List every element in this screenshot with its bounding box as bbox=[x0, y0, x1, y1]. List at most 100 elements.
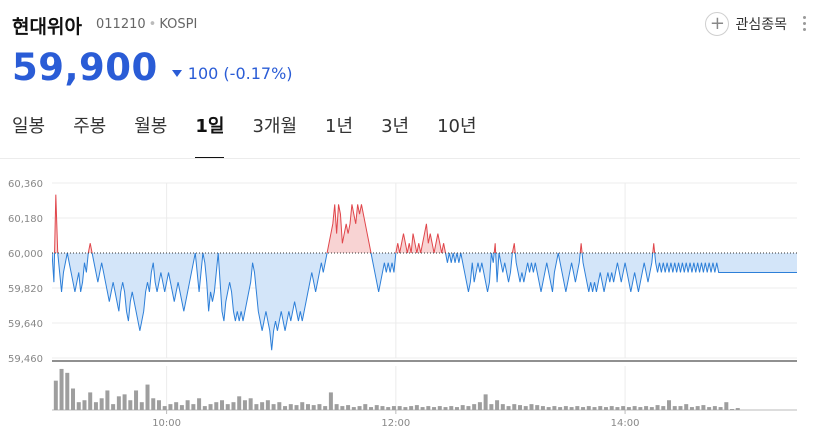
volume-bar bbox=[437, 406, 442, 410]
volume-bar bbox=[678, 406, 683, 410]
volume-bar bbox=[598, 406, 603, 410]
volume-bar bbox=[271, 404, 276, 410]
volume-bar bbox=[661, 406, 666, 410]
volume-bar bbox=[391, 406, 396, 410]
volume-bar bbox=[59, 368, 64, 410]
y-tick-label: 59,640 bbox=[8, 319, 43, 330]
volume-bar bbox=[65, 372, 70, 410]
volume-bar bbox=[116, 396, 121, 410]
volume-bar bbox=[283, 406, 288, 410]
volume-bar bbox=[134, 390, 139, 410]
x-tick-label: 10:00 bbox=[152, 418, 181, 429]
volume-bar bbox=[655, 405, 660, 410]
volume-bar bbox=[581, 407, 586, 410]
volume-bar bbox=[632, 406, 637, 410]
tabs-divider bbox=[0, 158, 800, 159]
tab-10년[interactable]: 10년 bbox=[437, 116, 477, 137]
volume-bar bbox=[695, 406, 700, 410]
volume-bar bbox=[145, 384, 150, 410]
volume-bar bbox=[380, 406, 385, 410]
volume-bar bbox=[414, 405, 419, 410]
volume-bar bbox=[122, 394, 127, 410]
volume-bar bbox=[523, 406, 528, 410]
price-row: 59,900 100 (-0.17%) bbox=[12, 44, 293, 90]
x-tick-label: 12:00 bbox=[381, 418, 410, 429]
volume-bar bbox=[512, 404, 517, 410]
volume-bar bbox=[128, 400, 133, 410]
volume-bar bbox=[649, 407, 654, 410]
volume-bar bbox=[667, 400, 672, 410]
volume-bar bbox=[718, 407, 723, 410]
volume-bar bbox=[535, 405, 540, 410]
volume-bar bbox=[563, 406, 568, 410]
volume-bar bbox=[689, 407, 694, 410]
volume-bar bbox=[575, 406, 580, 410]
volume-bar bbox=[260, 402, 265, 410]
volume-bar bbox=[99, 398, 104, 410]
current-price: 59,900 bbox=[12, 45, 158, 89]
volume-bar bbox=[294, 405, 299, 410]
volume-bar bbox=[483, 394, 488, 410]
volume-bar bbox=[214, 402, 219, 410]
volume-bar bbox=[179, 405, 184, 410]
volume-bar bbox=[357, 406, 362, 410]
volume-bar bbox=[443, 407, 448, 410]
tab-일봉[interactable]: 일봉 bbox=[12, 116, 46, 137]
tab-3개월[interactable]: 3개월 bbox=[252, 116, 298, 137]
volume-bar bbox=[626, 407, 631, 410]
volume-bar bbox=[466, 406, 471, 410]
volume-bar bbox=[701, 405, 706, 410]
volume-bar bbox=[202, 406, 207, 410]
volume-bar bbox=[638, 407, 643, 410]
volume-bar bbox=[495, 400, 500, 410]
stock-name: 현대위아 bbox=[12, 16, 82, 38]
change-amount: 100 bbox=[187, 63, 219, 83]
volume-bar bbox=[162, 406, 167, 410]
volume-bar bbox=[500, 404, 505, 410]
tab-월봉[interactable]: 월봉 bbox=[134, 116, 168, 137]
volume-bar bbox=[558, 407, 563, 410]
watchlist-label: 관심종목 bbox=[735, 17, 787, 33]
volume-bar bbox=[592, 407, 597, 410]
y-tick-label: 60,000 bbox=[8, 249, 43, 260]
volume-bar bbox=[420, 407, 425, 410]
volume-bar bbox=[546, 407, 551, 410]
tab-1년[interactable]: 1년 bbox=[325, 116, 354, 137]
more-vertical-icon[interactable] bbox=[801, 14, 807, 36]
y-tick-label: 60,360 bbox=[8, 179, 43, 190]
volume-bar bbox=[208, 404, 213, 410]
volume-bar bbox=[397, 406, 402, 410]
volume-bar bbox=[712, 406, 717, 410]
volume-bar bbox=[449, 406, 454, 410]
volume-bar bbox=[225, 404, 230, 410]
volume-bar bbox=[111, 404, 116, 410]
separator-dot: • bbox=[148, 17, 157, 32]
volume-bar bbox=[334, 404, 339, 410]
stock-code: 011210 bbox=[96, 17, 146, 32]
volume-bar bbox=[426, 406, 431, 410]
volume-bar bbox=[432, 407, 437, 410]
volume-bar bbox=[265, 400, 270, 410]
y-tick-label: 59,820 bbox=[8, 284, 43, 295]
volume-bar bbox=[518, 405, 523, 410]
volume-bar bbox=[191, 404, 196, 410]
volume-bar bbox=[724, 402, 729, 410]
volume-bar bbox=[237, 396, 242, 410]
volume-bar bbox=[409, 406, 414, 410]
volume-bar bbox=[454, 407, 459, 410]
volume-bar bbox=[552, 406, 557, 410]
tab-주봉[interactable]: 주봉 bbox=[73, 116, 107, 137]
tab-3년[interactable]: 3년 bbox=[381, 116, 410, 137]
volume-bar bbox=[609, 406, 614, 410]
volume-bar bbox=[82, 400, 87, 410]
volume-bar bbox=[369, 407, 374, 410]
volume-bar bbox=[603, 407, 608, 410]
volume-bar bbox=[185, 400, 190, 410]
volume-bar bbox=[300, 402, 305, 410]
volume-bar bbox=[323, 406, 328, 410]
volume-bar bbox=[88, 392, 93, 410]
add-watchlist-button[interactable]: + 관심종목 bbox=[705, 12, 787, 36]
volume-bar bbox=[174, 402, 179, 410]
volume-bar bbox=[197, 398, 202, 410]
